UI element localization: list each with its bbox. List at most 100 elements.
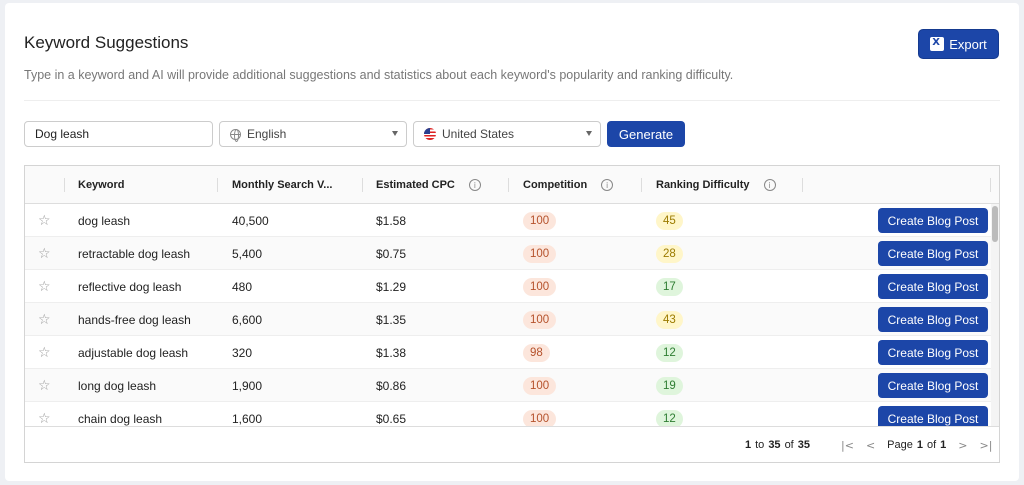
table-body: ☆ dog leash 40,500 $1.58 100 45 Create B… [25, 204, 999, 426]
table-row: ☆ adjustable dog leash 320 $1.38 98 12 C… [25, 336, 991, 369]
info-icon[interactable]: i [763, 179, 776, 191]
difficulty-cell: 12 [656, 336, 683, 369]
create-blog-post-button[interactable]: Create Blog Post [878, 241, 988, 266]
keyword-cell: hands-free dog leash [78, 312, 191, 327]
column-header-competition[interactable]: Competition i [523, 166, 614, 204]
current-page: 1 [916, 439, 923, 451]
favorite-star[interactable]: ☆ [38, 369, 51, 402]
cpc-cell: $1.58 [376, 213, 407, 228]
language-select[interactable]: English [219, 121, 407, 147]
keyword-input[interactable] [24, 121, 213, 147]
column-separator [217, 178, 218, 192]
favorite-star[interactable]: ☆ [38, 204, 51, 237]
chevron-down-icon [586, 131, 592, 136]
star-icon: ☆ [38, 344, 51, 361]
divider [24, 100, 1000, 101]
competition-badge: 100 [523, 277, 557, 296]
column-separator [508, 178, 509, 192]
page-indicator: Page 1 of 1 [887, 439, 946, 451]
column-header-label: Competition [523, 179, 588, 191]
competition-cell: 100 [523, 369, 557, 402]
difficulty-badge: 17 [656, 277, 683, 296]
cpc-cell: $0.75 [376, 246, 407, 261]
difficulty-badge: 43 [656, 310, 683, 329]
favorite-star[interactable]: ☆ [38, 237, 51, 270]
us-flag-icon [424, 128, 436, 140]
generate-button[interactable]: Generate [607, 121, 685, 147]
column-separator [641, 178, 642, 192]
page-word: Page [887, 439, 913, 451]
row-range: 1 to 35 of 35 [745, 427, 810, 462]
table-row: ☆ chain dog leash 1,600 $0.65 100 12 Cre… [25, 402, 991, 426]
difficulty-badge: 12 [656, 409, 683, 426]
column-header-volume[interactable]: Monthly Search V... [232, 166, 332, 204]
star-icon: ☆ [38, 245, 51, 262]
competition-cell: 100 [523, 303, 557, 336]
favorite-star[interactable]: ☆ [38, 303, 51, 336]
volume-cell: 480 [232, 279, 253, 294]
create-blog-post-button[interactable]: Create Blog Post [878, 274, 988, 299]
last-page-icon[interactable]: >| [979, 438, 993, 452]
create-blog-post-button[interactable]: Create Blog Post [878, 307, 988, 332]
difficulty-cell: 43 [656, 303, 683, 336]
competition-cell: 100 [523, 270, 557, 303]
competition-cell: 100 [523, 402, 557, 426]
column-header-label: Estimated CPC [376, 179, 455, 191]
info-icon[interactable]: i [601, 179, 614, 191]
country-select[interactable]: United States [413, 121, 601, 147]
favorite-star[interactable]: ☆ [38, 402, 51, 427]
column-separator [802, 178, 803, 192]
keyword-table: Keyword Monthly Search V... Estimated CP… [24, 165, 1000, 463]
page-of-word: of [926, 439, 937, 451]
column-header-keyword[interactable]: Keyword [78, 166, 124, 204]
volume-cell: 40,500 [232, 213, 269, 228]
volume-cell: 1,600 [232, 411, 263, 426]
country-value: United States [442, 127, 515, 141]
chevron-down-icon [392, 131, 398, 136]
table-row: ☆ retractable dog leash 5,400 $0.75 100 … [25, 237, 991, 270]
table-header: Keyword Monthly Search V... Estimated CP… [25, 166, 999, 204]
pagination: |< < Page 1 of 1 > >| [841, 427, 993, 462]
cpc-cell: $1.29 [376, 279, 407, 294]
competition-badge: 100 [523, 310, 557, 329]
range-of-word: of [784, 439, 794, 451]
cpc-cell: $0.65 [376, 411, 407, 426]
competition-cell: 100 [523, 237, 557, 270]
volume-cell: 6,600 [232, 312, 263, 327]
range-total: 35 [797, 439, 810, 451]
star-icon: ☆ [38, 410, 51, 427]
column-header-cpc[interactable]: Estimated CPC i [376, 166, 481, 204]
keyword-cell: dog leash [78, 213, 131, 228]
difficulty-cell: 45 [656, 204, 683, 237]
export-label: Export [949, 36, 987, 52]
next-page-icon[interactable]: > [958, 438, 968, 452]
favorite-star[interactable]: ☆ [38, 270, 51, 303]
column-header-label: Keyword [78, 179, 125, 191]
table-footer: 1 to 35 of 35 |< < Page 1 of 1 > >| [25, 426, 999, 462]
create-blog-post-button[interactable]: Create Blog Post [878, 208, 988, 233]
range-end: 35 [768, 439, 781, 451]
scrollbar-thumb[interactable] [992, 206, 998, 242]
vertical-scrollbar[interactable] [991, 204, 999, 426]
create-blog-post-button[interactable]: Create Blog Post [878, 406, 988, 426]
volume-cell: 5,400 [232, 246, 263, 261]
create-blog-post-button[interactable]: Create Blog Post [878, 340, 988, 365]
first-page-icon[interactable]: |< [841, 438, 854, 452]
language-value: English [247, 127, 287, 141]
column-header-difficulty[interactable]: Ranking Difficulty i [656, 166, 776, 204]
table-row: ☆ long dog leash 1,900 $0.86 100 19 Crea… [25, 369, 991, 402]
column-separator [362, 178, 363, 192]
difficulty-cell: 12 [656, 402, 683, 426]
difficulty-cell: 17 [656, 270, 683, 303]
keyword-cell: adjustable dog leash [78, 345, 189, 360]
volume-cell: 1,900 [232, 378, 263, 393]
favorite-star[interactable]: ☆ [38, 336, 51, 369]
previous-page-icon[interactable]: < [865, 438, 876, 452]
difficulty-badge: 12 [656, 343, 683, 362]
keyword-cell: chain dog leash [78, 411, 163, 426]
difficulty-badge: 45 [656, 211, 683, 230]
competition-badge: 98 [523, 343, 550, 362]
create-blog-post-button[interactable]: Create Blog Post [878, 373, 988, 398]
export-button[interactable]: Export [918, 29, 999, 59]
info-icon[interactable]: i [468, 179, 481, 191]
